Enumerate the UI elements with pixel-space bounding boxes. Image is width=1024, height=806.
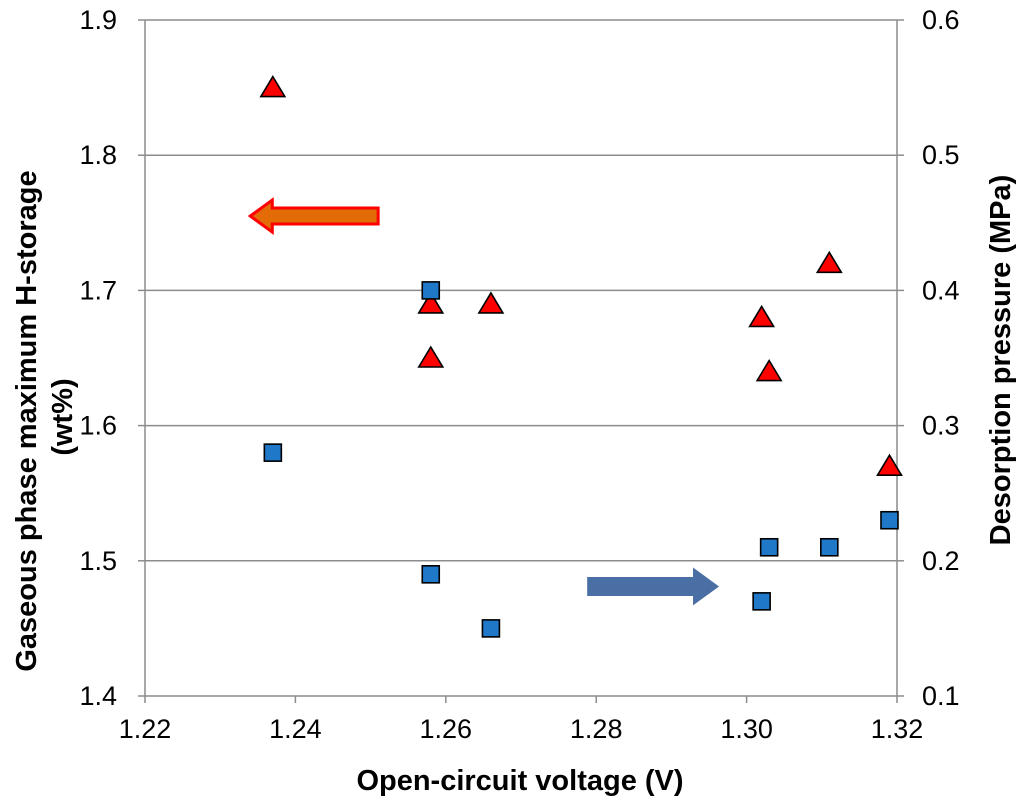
x-tick-label: 1.32 xyxy=(871,714,924,744)
triangle-point xyxy=(748,304,776,328)
y-left-tick-label: 1.6 xyxy=(79,411,117,441)
left-axis-arrow xyxy=(247,197,380,235)
tick-labels: 1.22 1.24 1.26 1.28 1.30 1.32 1.4 1.5 1.6 1.7 1.8 1… xyxy=(79,5,959,744)
y-right-tick-label: 0.1 xyxy=(922,681,960,711)
y-axis-right-title: Desorption pressure (MPa) xyxy=(985,175,1017,546)
y-axis-left-title-line1: Gaseous phase maximum H-storage xyxy=(11,170,43,671)
y-left-tick-label: 1.7 xyxy=(79,275,117,305)
x-tick-label: 1.30 xyxy=(720,714,773,744)
square-point xyxy=(481,619,501,638)
y-right-tick-label: 0.4 xyxy=(922,275,960,305)
square-point xyxy=(421,565,441,584)
square-point xyxy=(263,443,283,462)
square-point xyxy=(752,592,771,611)
right-axis-arrow xyxy=(587,567,720,606)
square-point xyxy=(880,510,899,530)
triangle-point xyxy=(477,291,505,314)
x-tick-label: 1.26 xyxy=(420,714,473,744)
y-right-tick-label: 0.6 xyxy=(922,5,960,35)
triangle-point xyxy=(259,75,287,98)
square-point xyxy=(820,537,839,557)
x-tick-label: 1.22 xyxy=(119,714,172,744)
arrow-annotations xyxy=(247,197,720,606)
triangle-point xyxy=(417,345,445,368)
y-axis-left-title-line2: (wt%) xyxy=(47,378,79,455)
y-right-tick-label: 0.5 xyxy=(922,140,960,170)
triangle-point xyxy=(755,358,783,382)
square-point xyxy=(759,537,779,557)
square-point xyxy=(421,281,441,300)
y-left-tick-label: 1.5 xyxy=(79,546,117,576)
y-right-tick-label: 0.2 xyxy=(922,546,960,576)
triangle-point xyxy=(815,250,843,274)
y-left-tick-label: 1.9 xyxy=(79,5,117,35)
x-tick-label: 1.28 xyxy=(570,714,623,744)
x-tick-label: 1.24 xyxy=(269,714,322,744)
data-points xyxy=(259,75,903,638)
y-left-tick-label: 1.8 xyxy=(79,140,117,170)
grid-lines xyxy=(145,19,897,562)
axes xyxy=(138,19,904,703)
triangle-point xyxy=(417,291,445,314)
y-axis-left-title: Gaseous phase maximum H-storage (wt%) xyxy=(11,162,79,671)
y-left-tick-label: 1.4 xyxy=(79,681,117,711)
x-axis-title: Open-circuit voltage (V) xyxy=(356,765,683,797)
triangle-point xyxy=(876,453,903,476)
y-right-tick-label: 0.3 xyxy=(922,411,960,441)
